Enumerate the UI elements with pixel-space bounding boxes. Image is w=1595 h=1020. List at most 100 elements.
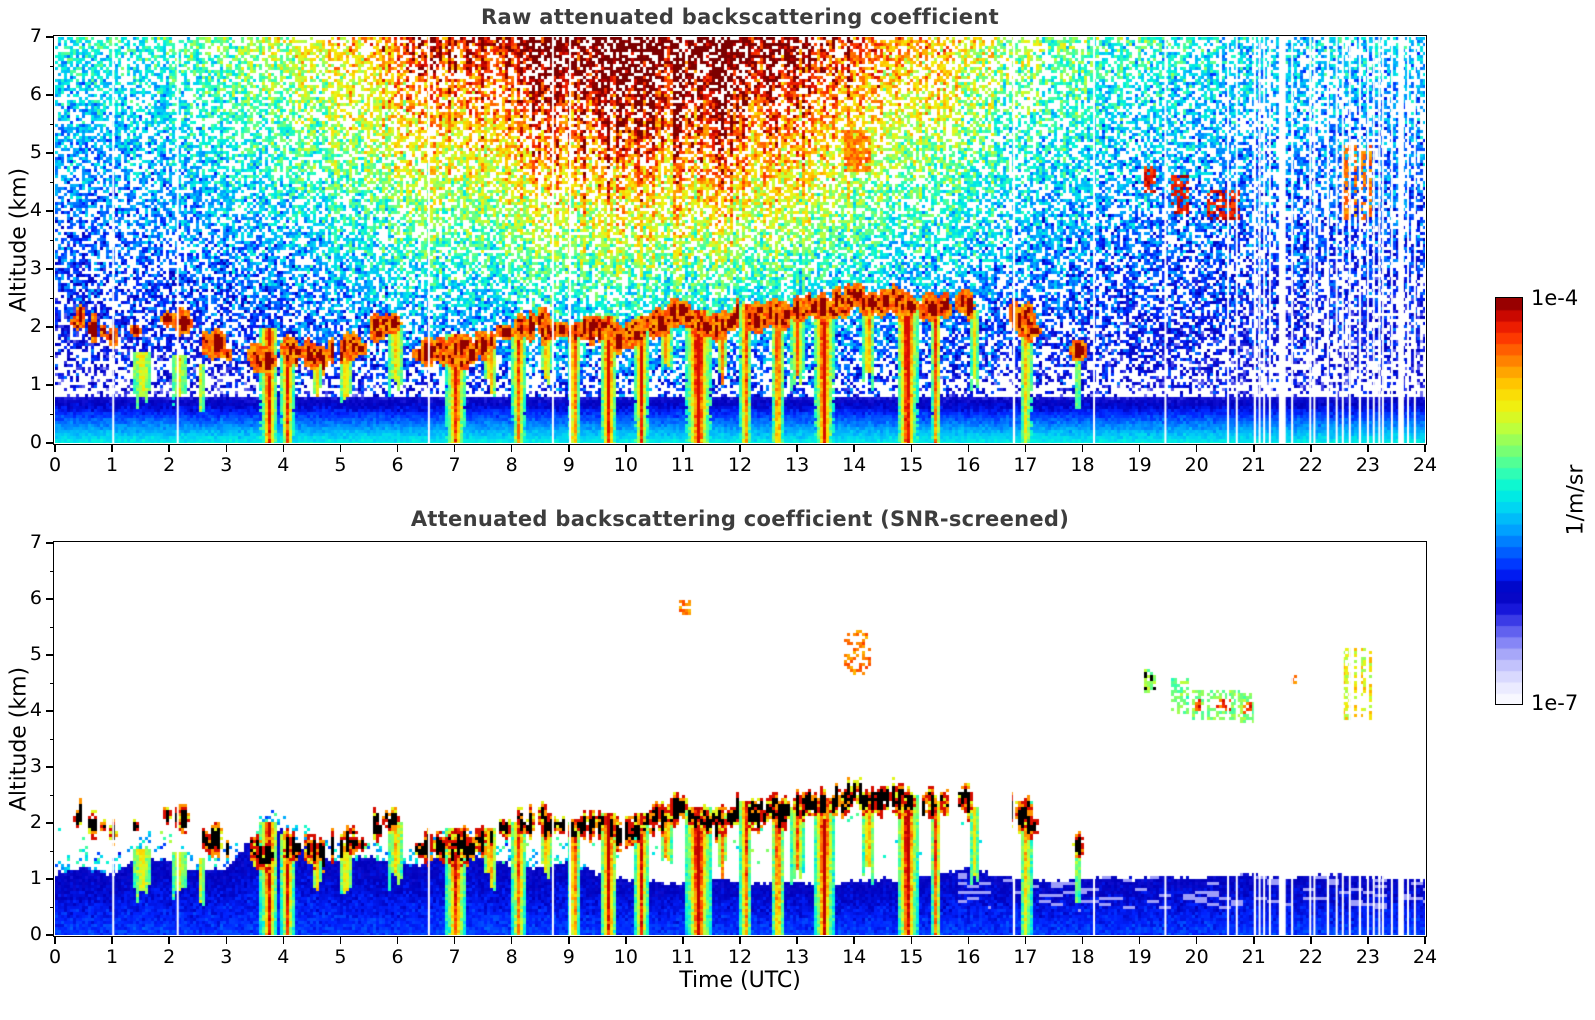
y-tick-label: 1 (29, 373, 42, 395)
x-tick (1253, 444, 1255, 452)
x-tick-label: 16 (956, 946, 981, 968)
x-tick-label: 3 (220, 946, 233, 968)
x-tick-label: 5 (334, 946, 347, 968)
y-minor-tick (50, 239, 54, 241)
x-tick-label: 20 (1184, 946, 1209, 968)
y-tick-label: 0 (29, 431, 42, 453)
x-tick-label: 16 (956, 454, 981, 476)
x-tick (910, 444, 912, 452)
x-tick-label: 6 (391, 454, 404, 476)
y-tick (46, 542, 54, 544)
x-tick-label: 2 (163, 946, 176, 968)
x-tick (1081, 444, 1084, 452)
x-tick (1195, 936, 1198, 944)
x-tick-label: 23 (1355, 454, 1380, 476)
y-tick-label: 6 (29, 587, 42, 609)
x-tick-label: 17 (1013, 946, 1038, 968)
x-tick-label: 14 (842, 454, 867, 476)
x-tick-label: 0 (48, 454, 62, 476)
x-tick (225, 444, 227, 452)
x-tick (510, 444, 513, 452)
colorbar-max-label: 1e-4 (1531, 286, 1579, 310)
y-tick-label: 0 (29, 923, 42, 945)
y-tick-label: 6 (29, 83, 42, 105)
raw-y-axis-label: Altitude (km) (6, 167, 32, 313)
y-tick (46, 442, 54, 444)
x-tick (1367, 936, 1369, 944)
x-tick-label: 10 (613, 454, 638, 476)
x-tick-label: 9 (562, 454, 575, 476)
x-tick-label: 19 (1127, 454, 1152, 476)
colorbar (1495, 297, 1523, 705)
x-tick-label: 24 (1412, 454, 1438, 476)
x-tick-label: 17 (1013, 454, 1038, 476)
x-tick (1310, 444, 1312, 452)
y-tick (46, 598, 54, 600)
x-tick-label: 21 (1241, 946, 1266, 968)
y-tick (46, 934, 54, 936)
x-tick (739, 936, 741, 944)
x-tick (1195, 444, 1198, 452)
x-tick (682, 444, 684, 452)
y-minor-tick (50, 682, 54, 684)
x-tick (1081, 936, 1084, 944)
y-tick-label: 4 (29, 699, 42, 721)
colorbar-min-label: 1e-7 (1531, 691, 1579, 715)
y-tick (46, 384, 54, 386)
x-tick (339, 444, 342, 452)
y-tick (46, 94, 54, 96)
x-tick (1138, 936, 1141, 944)
x-tick (1024, 444, 1027, 452)
x-tick (453, 444, 456, 452)
x-tick-label: 12 (727, 454, 753, 476)
x-tick (168, 444, 170, 452)
x-tick (54, 936, 56, 944)
x-tick-label: 22 (1298, 946, 1323, 968)
x-tick (796, 444, 798, 452)
y-minor-tick (50, 794, 54, 796)
x-tick (568, 444, 570, 452)
x-tick (453, 936, 456, 944)
x-tick (682, 936, 684, 944)
y-tick-label: 5 (29, 643, 42, 665)
x-tick (111, 936, 113, 944)
y-minor-tick (50, 906, 54, 908)
y-tick (46, 822, 54, 824)
screened-heatmap (55, 543, 1425, 935)
x-tick-label: 21 (1241, 454, 1266, 476)
x-tick (568, 936, 570, 944)
raw-heatmap (55, 37, 1425, 443)
colorbar-units-label: 1/m/sr (1563, 464, 1589, 536)
x-tick-label: 2 (163, 454, 176, 476)
y-minor-tick (50, 570, 54, 572)
y-tick (46, 36, 54, 38)
y-minor-tick (50, 65, 54, 67)
x-tick (625, 444, 627, 452)
x-tick (282, 444, 285, 452)
x-tick-label: 11 (670, 454, 695, 476)
x-tick-label: 10 (613, 946, 638, 968)
x-tick-label: 19 (1127, 946, 1152, 968)
x-tick (853, 936, 855, 944)
x-tick (1253, 936, 1255, 944)
x-tick-label: 24 (1412, 946, 1438, 968)
x-tick-label: 1 (106, 454, 119, 476)
x-tick-label: 18 (1070, 946, 1095, 968)
x-tick (1367, 444, 1369, 452)
x-tick-label: 0 (48, 946, 62, 968)
x-tick-label: 7 (448, 454, 461, 476)
y-tick (46, 326, 54, 328)
x-tick (1024, 936, 1027, 944)
screened-panel-title: Attenuated backscattering coefficient (S… (410, 507, 1070, 531)
x-tick-label: 6 (391, 946, 404, 968)
x-tick (796, 936, 798, 944)
x-tick-label: 3 (220, 454, 233, 476)
y-minor-tick (50, 297, 54, 299)
x-tick-label: 4 (277, 454, 290, 476)
x-tick (1138, 444, 1141, 452)
x-tick-label: 4 (277, 946, 290, 968)
x-tick-label: 15 (899, 454, 924, 476)
x-tick (339, 936, 342, 944)
y-tick-label: 1 (29, 867, 42, 889)
